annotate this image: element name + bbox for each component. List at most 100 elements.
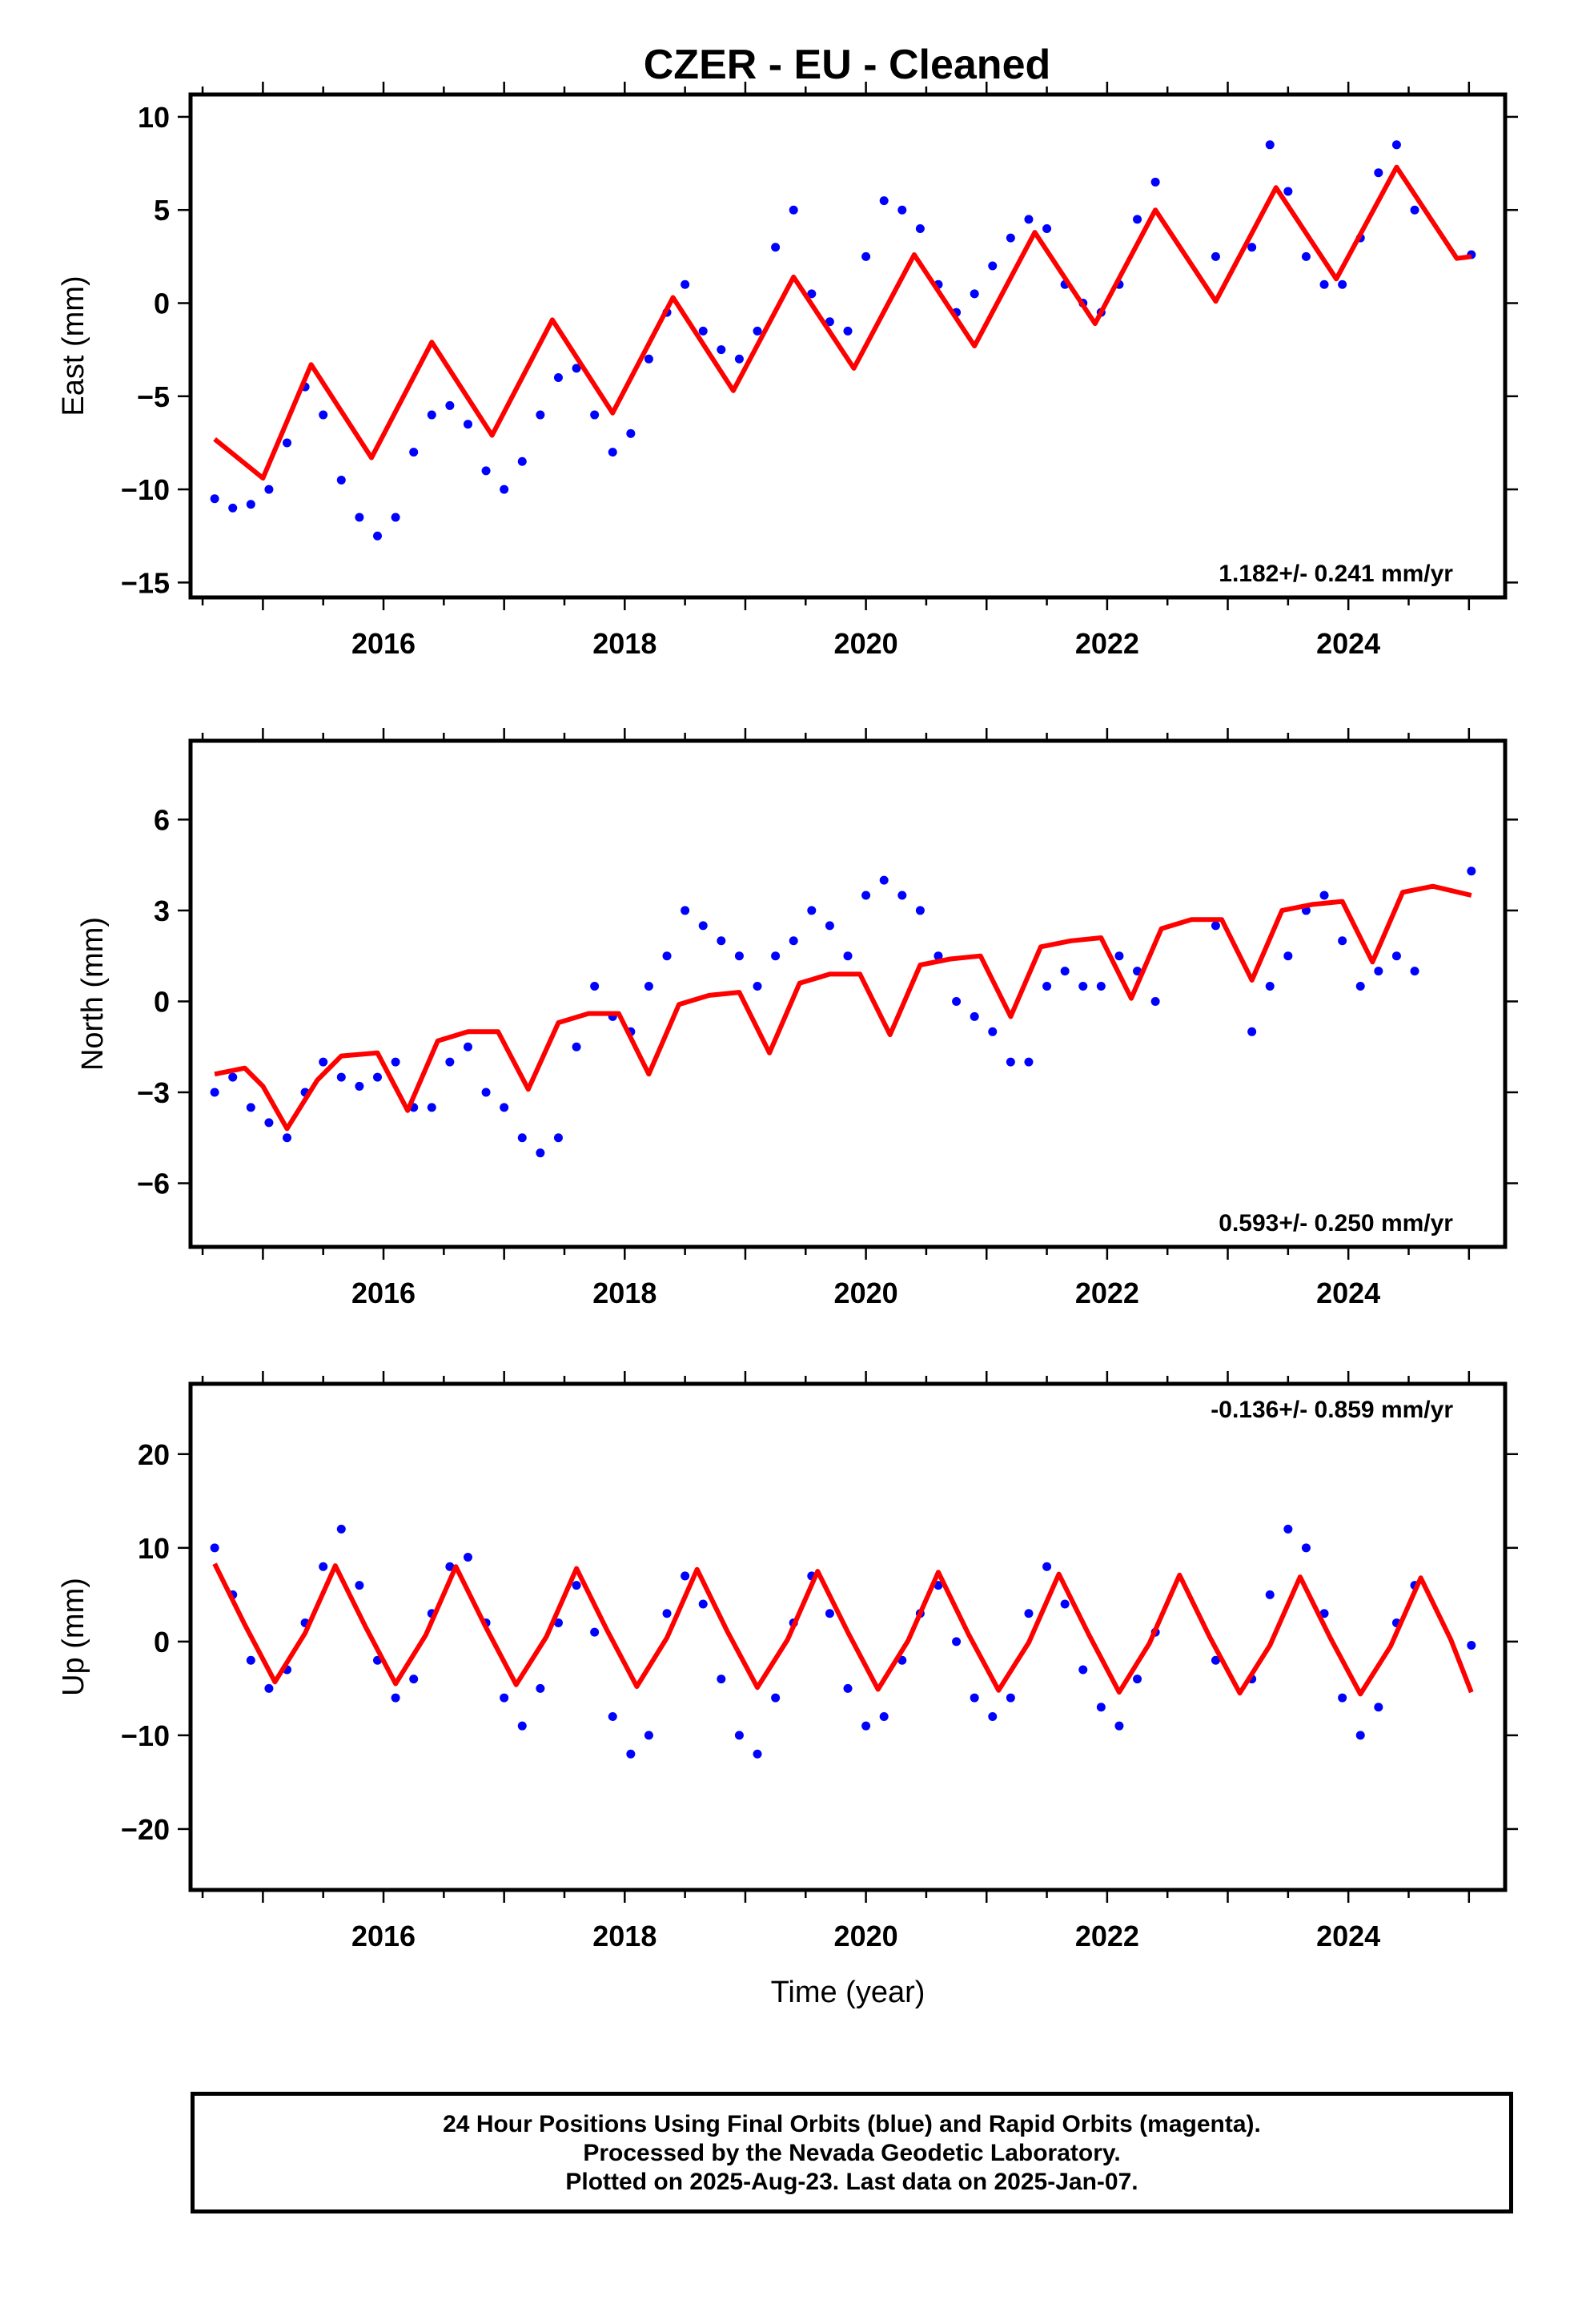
up-x-tick-label: 2022 bbox=[1075, 1920, 1139, 1952]
east-observation-point bbox=[789, 205, 798, 215]
east-observation-point bbox=[970, 289, 979, 299]
north-observation-point bbox=[825, 921, 834, 931]
north-observation-point bbox=[210, 1088, 219, 1097]
east-observation-point bbox=[481, 466, 491, 476]
north-observation-point bbox=[336, 1072, 346, 1082]
north-observation-point bbox=[1096, 982, 1106, 991]
north-observation-point bbox=[372, 1072, 382, 1082]
up-y-tick-label: −20 bbox=[121, 1813, 170, 1846]
up-x-ticks bbox=[201, 1371, 1471, 1903]
east-observation-point bbox=[445, 400, 455, 410]
east-observation-point bbox=[264, 485, 274, 494]
east-observation-point bbox=[210, 494, 219, 504]
east-observation-point bbox=[228, 503, 238, 513]
east-observation-point bbox=[698, 326, 708, 336]
north-observation-point bbox=[1247, 1027, 1257, 1036]
north-observation-point bbox=[988, 1027, 998, 1036]
east-observation-point bbox=[553, 373, 563, 383]
east-observation-point bbox=[517, 456, 527, 466]
north-observation-point bbox=[734, 951, 744, 961]
up-observation-point bbox=[1060, 1599, 1070, 1609]
north-observation-point bbox=[500, 1103, 509, 1112]
up-observation-point bbox=[662, 1609, 672, 1618]
footer-line-2: Processed by the Nevada Geodetic Laborat… bbox=[583, 2140, 1121, 2166]
east-observation-point bbox=[861, 251, 871, 261]
east-observation-point bbox=[1211, 251, 1220, 261]
up-observation-point bbox=[445, 1562, 455, 1571]
north-observation-point bbox=[915, 906, 925, 915]
north-observation-point bbox=[246, 1103, 255, 1112]
east-model-curve bbox=[213, 164, 1472, 481]
panel-east: 2016 2018 2020 2022 2024 10 5 0 −5 −10 −15 East (mm… bbox=[57, 82, 1518, 660]
east-y-tick-label: 0 bbox=[154, 287, 170, 320]
north-observation-point bbox=[319, 1057, 328, 1067]
north-observation-point bbox=[970, 1011, 979, 1021]
footer-box: 24 Hour Positions Using Final Orbits (bl… bbox=[191, 2092, 1513, 2213]
east-observation-point bbox=[1338, 279, 1347, 289]
up-observation-point bbox=[753, 1749, 762, 1759]
east-observation-point bbox=[283, 438, 292, 448]
north-observation-point bbox=[717, 936, 726, 946]
east-observation-point bbox=[897, 205, 907, 215]
north-observation-point bbox=[879, 875, 889, 885]
east-observation-point bbox=[771, 243, 781, 252]
up-observation-point bbox=[1467, 1641, 1476, 1651]
up-observation-point bbox=[355, 1581, 364, 1590]
north-observation-point bbox=[1006, 1057, 1015, 1067]
north-y-tick-label: −6 bbox=[137, 1168, 170, 1200]
north-observation-point bbox=[228, 1072, 238, 1082]
east-observation-point bbox=[427, 410, 436, 420]
north-observation-point bbox=[1319, 891, 1329, 900]
north-observation-point bbox=[445, 1057, 455, 1067]
up-observation-point bbox=[626, 1749, 636, 1759]
north-observation-point bbox=[1467, 866, 1476, 876]
up-observation-point bbox=[1133, 1675, 1142, 1684]
north-observation-point bbox=[391, 1057, 400, 1067]
east-x-tick-label: 2018 bbox=[592, 627, 656, 660]
up-observation-point bbox=[319, 1562, 328, 1571]
north-x-tick-label: 2020 bbox=[834, 1277, 898, 1309]
east-observation-point bbox=[915, 223, 925, 233]
east-observation-point bbox=[1150, 177, 1160, 187]
up-observation-point bbox=[734, 1731, 744, 1740]
east-observation-point bbox=[1133, 215, 1142, 224]
east-observation-point bbox=[1024, 215, 1034, 224]
north-observation-point bbox=[807, 906, 817, 915]
north-observation-point bbox=[1060, 967, 1070, 976]
east-observation-point bbox=[319, 410, 328, 420]
north-observation-point bbox=[1078, 982, 1088, 991]
north-observation-point bbox=[427, 1103, 436, 1112]
north-observation-point bbox=[1024, 1057, 1034, 1067]
east-observation-point bbox=[590, 410, 600, 420]
east-x-tick-label: 2020 bbox=[834, 627, 898, 660]
up-observation-point bbox=[825, 1609, 834, 1618]
north-y-tick-label: −3 bbox=[137, 1076, 170, 1109]
up-observation-point bbox=[590, 1627, 600, 1637]
north-observation-point bbox=[861, 891, 871, 900]
north-observation-point bbox=[1042, 982, 1052, 991]
east-observation-point bbox=[500, 485, 509, 494]
east-observation-point bbox=[1042, 223, 1052, 233]
up-observation-point bbox=[517, 1721, 527, 1731]
up-observation-point bbox=[717, 1675, 726, 1684]
east-observation-point bbox=[1283, 187, 1293, 196]
up-x-tick-label: 2024 bbox=[1316, 1920, 1380, 1952]
up-observation-point bbox=[336, 1524, 346, 1534]
footer-line-3: Plotted on 2025-Aug-23. Last data on 202… bbox=[565, 2169, 1138, 2195]
east-observation-point bbox=[1319, 279, 1329, 289]
north-observation-point bbox=[789, 936, 798, 946]
east-observation-point bbox=[644, 354, 653, 364]
north-observation-point bbox=[644, 982, 653, 991]
up-observation-point bbox=[1338, 1693, 1347, 1703]
up-frame bbox=[188, 1381, 1508, 1892]
north-observation-point bbox=[1338, 936, 1347, 946]
up-y-tick-label: 10 bbox=[138, 1532, 170, 1565]
east-observation-point bbox=[1410, 205, 1419, 215]
north-observation-point bbox=[1211, 921, 1220, 931]
east-y-tick-label: 5 bbox=[154, 194, 170, 227]
north-observation-point bbox=[1391, 951, 1401, 961]
footer-line-1: 24 Hour Positions Using Final Orbits (bl… bbox=[443, 2111, 1261, 2137]
east-observation-point bbox=[572, 364, 581, 373]
east-observation-point bbox=[463, 420, 472, 429]
north-observation-point bbox=[1410, 967, 1419, 976]
